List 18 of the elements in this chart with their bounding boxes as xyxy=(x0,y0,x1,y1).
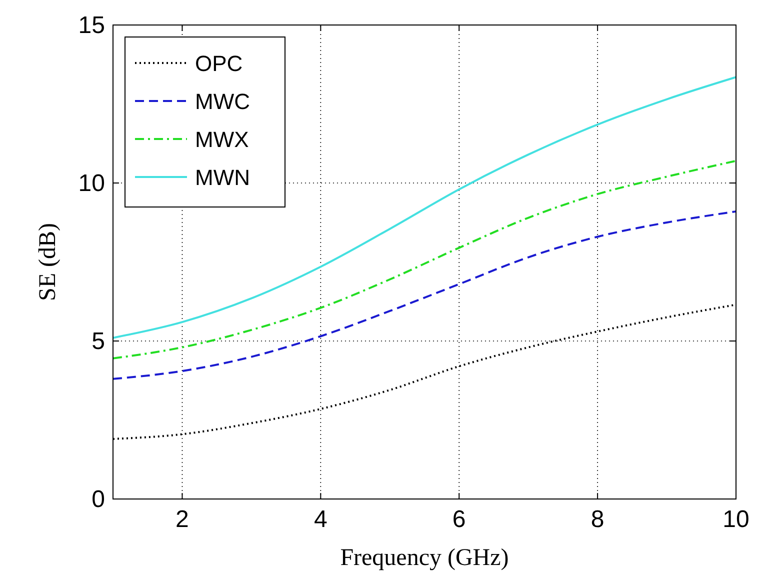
line-series xyxy=(112,76,737,339)
legend-label: OPC xyxy=(195,51,243,76)
x-axis-title: Frequency (GHz) xyxy=(340,545,509,571)
line-series xyxy=(112,160,737,360)
x-tick-label: 4 xyxy=(314,506,328,533)
x-tick-label: 10 xyxy=(722,506,750,533)
x-tick-label: 6 xyxy=(452,506,466,533)
x-tick-label: 8 xyxy=(590,506,604,533)
legend-label: MWX xyxy=(195,127,250,152)
y-axis-title: SE (dB) xyxy=(35,223,61,301)
y-tick-label: 15 xyxy=(78,12,105,39)
x-tick-label: 2 xyxy=(176,506,189,533)
line-series xyxy=(112,210,737,380)
y-tick-label: 10 xyxy=(78,170,105,197)
y-tick-label: 0 xyxy=(92,486,105,513)
legend-label: MWC xyxy=(195,89,250,114)
legend-label: MWN xyxy=(195,165,250,190)
y-tick-label: 5 xyxy=(92,328,105,355)
